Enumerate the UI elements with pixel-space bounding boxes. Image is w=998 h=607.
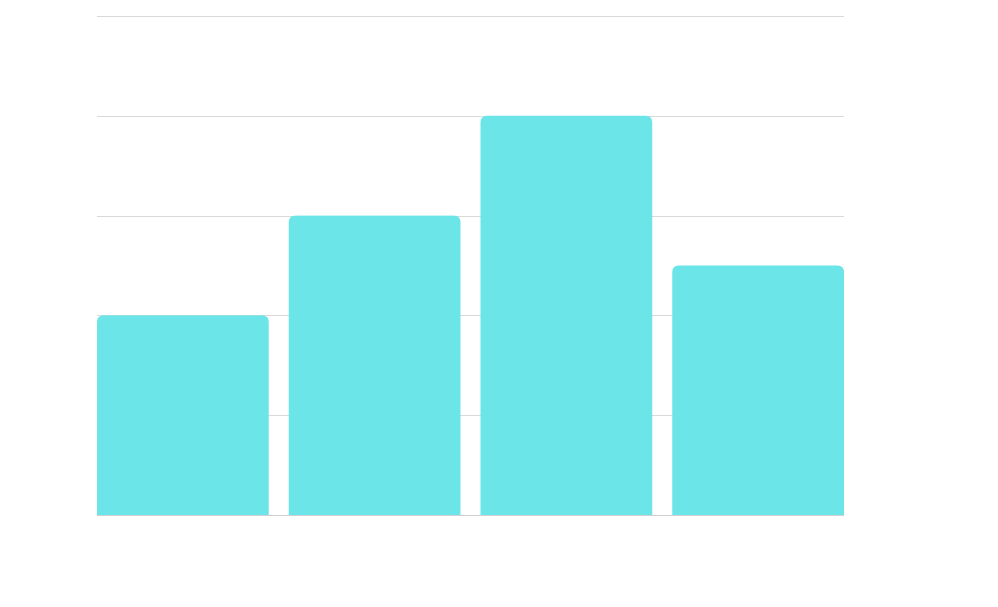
bar-1[interactable]: [97, 315, 269, 515]
bar-3[interactable]: [480, 115, 653, 516]
bar-4[interactable]: [672, 265, 844, 516]
bar-layer: [97, 115, 844, 516]
bar-2[interactable]: [288, 215, 461, 515]
